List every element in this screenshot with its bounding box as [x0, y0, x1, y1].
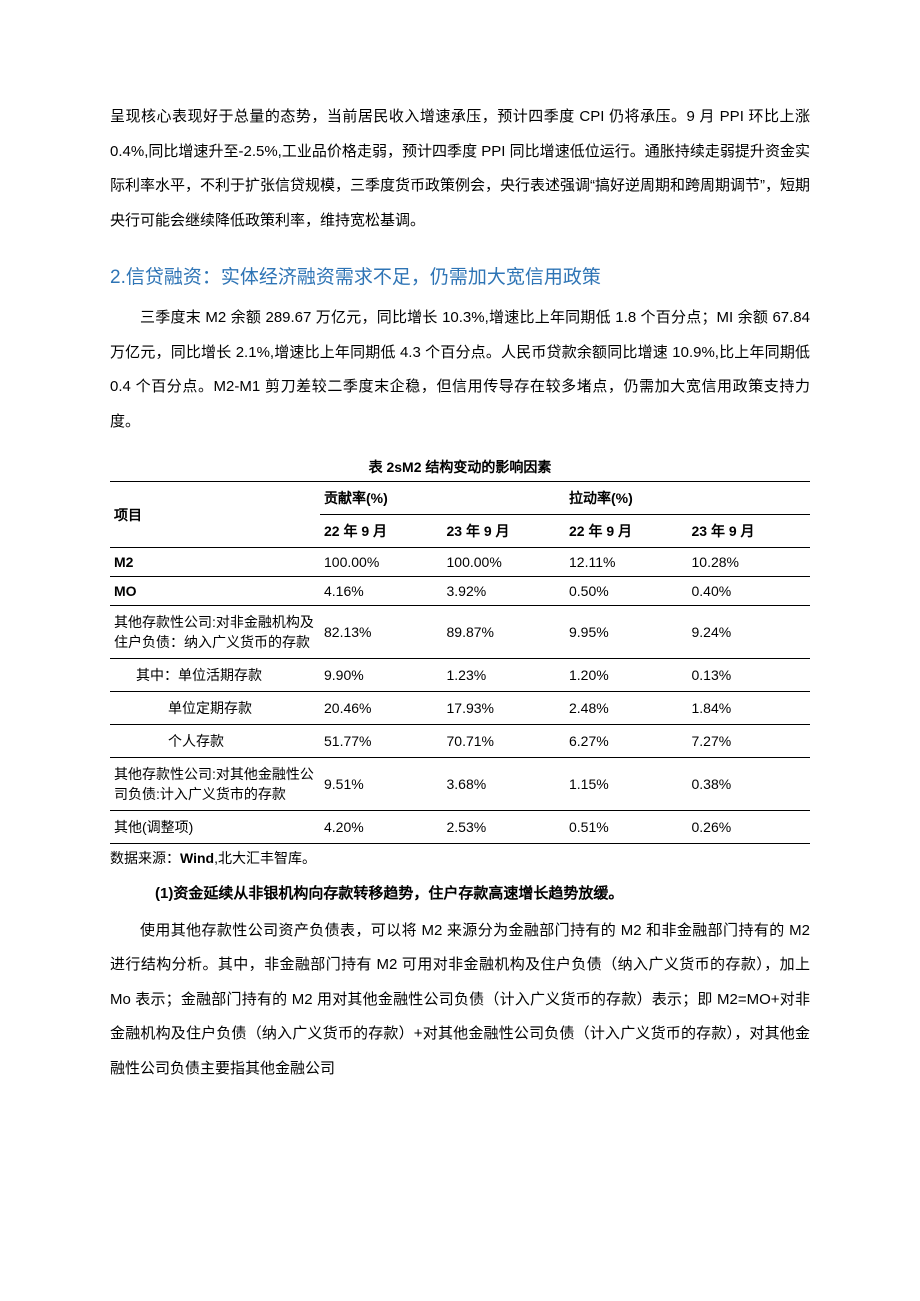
row-label: 其他存款性公司:对非金融机构及住户负债：纳入广义货币的存款: [110, 606, 320, 659]
document-page: 呈现核心表现好于总量的态势，当前居民收入增速承压，预计四季度 CPI 仍将承压。…: [0, 0, 920, 1154]
source-suffix: ,北大汇丰智库。: [214, 850, 316, 866]
paragraph-2: 三季度末 M2 余额 289.67 万亿元，同比增长 10.3%,增速比上年同期…: [110, 301, 810, 439]
row-value: 3.92%: [443, 577, 566, 606]
row-value: 70.71%: [443, 725, 566, 758]
row-value: 9.24%: [688, 606, 811, 659]
row-value: 12.11%: [565, 548, 688, 577]
source-prefix: 数据来源：: [110, 850, 180, 866]
row-value: 20.46%: [320, 692, 443, 725]
header-23-9-a: 23 年 9 月: [443, 515, 566, 548]
header-contribution: 贡献率(%): [320, 482, 565, 515]
row-value: 1.23%: [443, 659, 566, 692]
row-label: M2: [110, 548, 320, 577]
table-row: 单位定期存款20.46%17.93%2.48%1.84%: [110, 692, 810, 725]
table-row: M2100.00%100.00%12.11%10.28%: [110, 548, 810, 577]
subsection-title-1: (1)资金延续从非银机构向存款转移趋势，住户存款高速增长趋势放缓。: [110, 878, 810, 910]
row-value: 51.77%: [320, 725, 443, 758]
row-value: 2.53%: [443, 811, 566, 844]
paragraph-3: 使用其他存款性公司资产负债表，可以将 M2 来源分为金融部门持有的 M2 和非金…: [110, 914, 810, 1087]
table-caption: 表 2sM2 结构变动的影响因素: [110, 457, 810, 477]
row-value: 0.50%: [565, 577, 688, 606]
row-value: 0.51%: [565, 811, 688, 844]
table-row: MO4.16%3.92%0.50%0.40%: [110, 577, 810, 606]
table-row: 其他存款性公司:对非金融机构及住户负债：纳入广义货币的存款82.13%89.87…: [110, 606, 810, 659]
header-23-9-b: 23 年 9 月: [688, 515, 811, 548]
header-22-9-a: 22 年 9 月: [320, 515, 443, 548]
row-value: 4.20%: [320, 811, 443, 844]
row-value: 0.26%: [688, 811, 811, 844]
row-value: 9.51%: [320, 758, 443, 811]
row-value: 82.13%: [320, 606, 443, 659]
row-label: 其他(调整项): [110, 811, 320, 844]
row-value: 1.20%: [565, 659, 688, 692]
table-body: M2100.00%100.00%12.11%10.28%MO4.16%3.92%…: [110, 548, 810, 844]
row-value: 6.27%: [565, 725, 688, 758]
row-value: 89.87%: [443, 606, 566, 659]
row-value: 7.27%: [688, 725, 811, 758]
row-value: 2.48%: [565, 692, 688, 725]
m2-structure-table: 项目 贡献率(%) 拉动率(%) 22 年 9 月 23 年 9 月 22 年 …: [110, 481, 810, 844]
row-label: 其他存款性公司:对其他金融性公司负债:计入广义货市的存款: [110, 758, 320, 811]
table-row: 其他存款性公司:对其他金融性公司负债:计入广义货市的存款9.51%3.68%1.…: [110, 758, 810, 811]
table-row: 其他(调整项)4.20%2.53%0.51%0.26%: [110, 811, 810, 844]
header-22-9-b: 22 年 9 月: [565, 515, 688, 548]
row-label: MO: [110, 577, 320, 606]
row-value: 1.15%: [565, 758, 688, 811]
row-label: 其中：单位活期存款: [110, 659, 320, 692]
row-label: 单位定期存款: [110, 692, 320, 725]
row-value: 10.28%: [688, 548, 811, 577]
row-value: 9.90%: [320, 659, 443, 692]
table-row: 个人存款51.77%70.71%6.27%7.27%: [110, 725, 810, 758]
paragraph-1: 呈现核心表现好于总量的态势，当前居民收入增速承压，预计四季度 CPI 仍将承压。…: [110, 100, 810, 238]
table-source: 数据来源：Wind,北大汇丰智库。: [110, 848, 810, 868]
table-header-row-1: 项目 贡献率(%) 拉动率(%): [110, 482, 810, 515]
row-value: 1.84%: [688, 692, 811, 725]
row-value: 0.38%: [688, 758, 811, 811]
row-value: 9.95%: [565, 606, 688, 659]
header-item: 项目: [110, 482, 320, 548]
row-value: 0.40%: [688, 577, 811, 606]
row-value: 100.00%: [443, 548, 566, 577]
row-value: 3.68%: [443, 758, 566, 811]
row-value: 100.00%: [320, 548, 443, 577]
row-label: 个人存款: [110, 725, 320, 758]
row-value: 4.16%: [320, 577, 443, 606]
section-heading-2: 2.信贷融资：实体经济融资需求不足，仍需加大宽信用政策: [110, 262, 810, 289]
row-value: 0.13%: [688, 659, 811, 692]
header-pull-rate: 拉动率(%): [565, 482, 810, 515]
row-value: 17.93%: [443, 692, 566, 725]
table-row: 其中：单位活期存款9.90%1.23%1.20%0.13%: [110, 659, 810, 692]
source-wind: Wind: [180, 850, 214, 866]
